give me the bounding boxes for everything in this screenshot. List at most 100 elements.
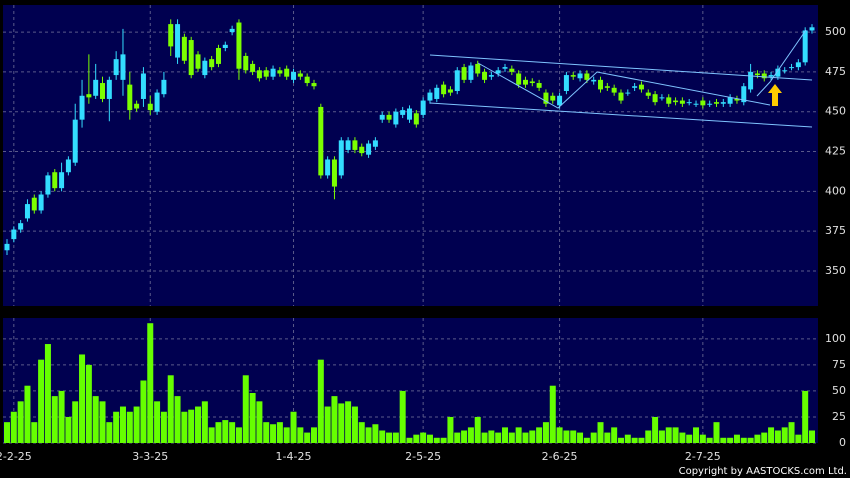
volume-bar [160,411,167,443]
candle-body [420,100,426,115]
candle-body [11,229,17,240]
candle-body [154,92,160,112]
volume-bar [570,430,577,443]
candle-body [775,68,781,77]
candle-body [24,204,30,219]
volume-bar [229,422,236,443]
volume-bar [79,354,86,443]
volume-bar [133,406,140,443]
candle-body [543,92,549,104]
volume-bar [372,424,379,443]
volume-bar [747,437,754,443]
volume-bar [706,437,713,443]
candle-body [140,73,146,99]
candle-body [134,103,140,109]
volume-bar [126,411,133,443]
candle-body [461,67,467,80]
candle-body [45,175,51,195]
candle-body [318,106,324,176]
candle-body [236,22,242,69]
volume-bar [781,427,788,443]
candle-body [488,75,494,77]
volume-bar [290,411,297,443]
volume-bar [454,432,461,443]
volume-bar [24,385,31,443]
candle-body [645,92,651,96]
candle-body [366,143,372,155]
candle-body [591,79,597,82]
volume-bar [754,434,761,443]
candle-body [789,67,795,69]
volume-bar [713,422,720,443]
volume-bar [809,430,815,443]
volume-bar [317,359,324,443]
volume-bar [727,437,734,443]
volume-bar [31,422,38,443]
volume-bar [536,427,543,443]
candle-body [93,79,99,96]
volume-bar [358,422,365,443]
volume-bar [795,434,802,443]
candle-body [72,119,78,163]
volume-bar [65,416,72,443]
candle-body [31,197,37,211]
candle-body [215,48,221,64]
candle-body [611,87,617,93]
plot-layers: 2-2-25 3-3-25 1-4-25 2-5-25 2-6-25 2-7-25 350 3… [0,5,846,463]
x-tick-label: 2-5-25 [405,450,441,463]
volume-bar [774,430,781,443]
volume-bar [270,424,277,443]
candle-body [693,103,699,105]
candle-body [659,97,665,99]
candle-body [468,65,474,80]
candle-body [454,70,460,91]
volume-bar [733,434,740,443]
candle-body [741,86,747,103]
volume-bar [51,396,58,443]
copyright: Copyright by AASTOCKS.com Ltd. [679,466,847,477]
volume-bar [201,401,208,443]
candle-body [748,71,754,90]
candle-body [338,140,344,176]
candle-body [386,114,392,120]
candle-body [106,79,112,99]
volume-bar [617,437,624,443]
volume-bar [549,385,556,443]
candle-body [407,108,412,120]
volume-bar [638,437,645,443]
volume-bar [761,432,768,443]
candle-body [331,159,337,187]
candle-body [379,114,385,120]
candle-body [79,95,85,120]
volume-bar [147,323,154,443]
volume-bar [522,432,529,443]
trend-line [429,102,813,128]
price-panel [3,5,818,306]
candle-body [475,63,481,74]
candle-body [209,59,215,68]
candle-body [713,102,719,104]
y-tick-label: 50 [832,384,846,397]
volume-bar [167,375,174,443]
volume-bar [611,427,618,443]
volume-bar [604,432,611,443]
volume-bar [119,406,126,443]
volume-bar [256,401,263,443]
candle-body [441,84,447,95]
volume-bar [495,432,502,443]
candle-body [700,100,706,106]
candle-body [427,92,433,101]
candle-body [577,73,583,79]
volume-bar [481,432,488,443]
x-tick-label: 2-6-25 [542,450,578,463]
trend-line [756,29,807,97]
volume-bar [474,416,481,443]
volume-bar [488,430,495,443]
volume-bar [679,432,686,443]
candle-body [393,111,399,125]
volume-bar [4,422,10,443]
candle-body [400,110,406,115]
volume-bar [324,406,331,443]
y-tick-label: 425 [825,145,846,158]
volume-bar [652,416,659,443]
